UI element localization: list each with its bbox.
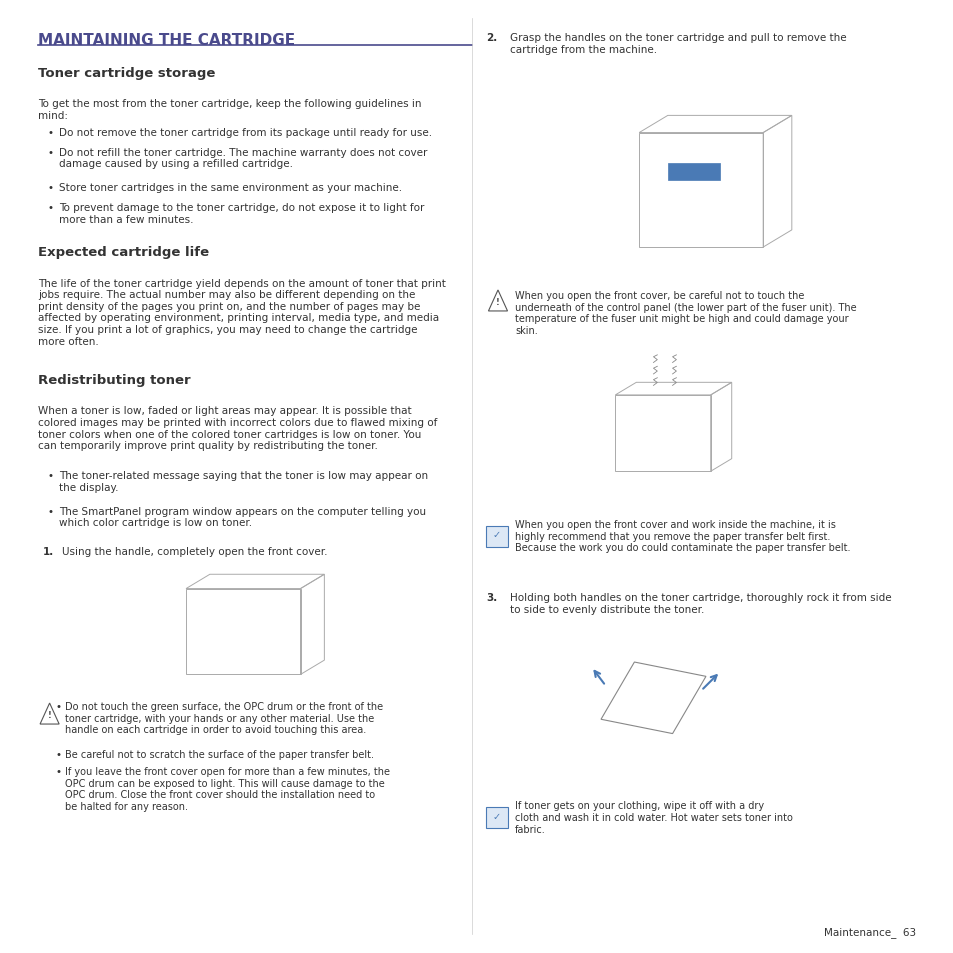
Text: 3.: 3. <box>486 593 497 602</box>
Text: •: • <box>48 471 53 480</box>
Text: Do not remove the toner cartridge from its package until ready for use.: Do not remove the toner cartridge from i… <box>59 128 432 137</box>
Text: Using the handle, completely open the front cover.: Using the handle, completely open the fr… <box>62 546 327 556</box>
Text: Maintenance_  63: Maintenance_ 63 <box>822 926 915 937</box>
Text: Store toner cartridges in the same environment as your machine.: Store toner cartridges in the same envir… <box>59 183 402 193</box>
Text: To prevent damage to the toner cartridge, do not expose it to light for
more tha: To prevent damage to the toner cartridge… <box>59 203 424 225</box>
Text: The toner-related message saying that the toner is low may appear on
the display: The toner-related message saying that th… <box>59 471 428 493</box>
Text: !: ! <box>496 297 499 307</box>
Text: 2.: 2. <box>486 33 497 43</box>
Text: ✓: ✓ <box>493 811 500 821</box>
Text: Holding both handles on the toner cartridge, thoroughly rock it from side
to sid: Holding both handles on the toner cartri… <box>510 593 891 615</box>
Polygon shape <box>40 703 59 724</box>
Text: Do not refill the toner cartridge. The machine warranty does not cover
damage ca: Do not refill the toner cartridge. The m… <box>59 148 427 170</box>
Text: !: ! <box>48 710 51 720</box>
Text: Be careful not to scratch the surface of the paper transfer belt.: Be careful not to scratch the surface of… <box>65 749 374 759</box>
FancyBboxPatch shape <box>485 807 508 828</box>
FancyBboxPatch shape <box>485 526 508 547</box>
Polygon shape <box>667 164 720 181</box>
Text: Toner cartridge storage: Toner cartridge storage <box>38 67 215 80</box>
Text: •: • <box>55 766 61 776</box>
Text: If you leave the front cover open for more than a few minutes, the
OPC drum can : If you leave the front cover open for mo… <box>65 766 390 811</box>
Text: •: • <box>55 749 61 759</box>
Text: When a toner is low, faded or light areas may appear. It is possible that
colore: When a toner is low, faded or light area… <box>38 406 437 451</box>
Text: The SmartPanel program window appears on the computer telling you
which color ca: The SmartPanel program window appears on… <box>59 506 426 528</box>
Text: The life of the toner cartridge yield depends on the amount of toner that print
: The life of the toner cartridge yield de… <box>38 278 446 346</box>
Text: 1.: 1. <box>43 546 54 556</box>
Text: •: • <box>48 183 53 193</box>
Text: MAINTAINING THE CARTRIDGE: MAINTAINING THE CARTRIDGE <box>38 33 295 49</box>
Text: Do not touch the green surface, the OPC drum or the front of the
toner cartridge: Do not touch the green surface, the OPC … <box>65 701 382 735</box>
Text: •: • <box>55 701 61 711</box>
Text: Grasp the handles on the toner cartridge and pull to remove the
cartridge from t: Grasp the handles on the toner cartridge… <box>510 33 846 55</box>
Polygon shape <box>488 291 507 312</box>
Text: If toner gets on your clothing, wipe it off with a dry
cloth and wash it in cold: If toner gets on your clothing, wipe it … <box>515 801 792 834</box>
Text: •: • <box>48 203 53 213</box>
Text: Redistributing toner: Redistributing toner <box>38 374 191 387</box>
Text: Expected cartridge life: Expected cartridge life <box>38 246 209 259</box>
Text: When you open the front cover, be careful not to touch the
underneath of the con: When you open the front cover, be carefu… <box>515 291 856 335</box>
Text: When you open the front cover and work inside the machine, it is
highly recommen: When you open the front cover and work i… <box>515 519 850 553</box>
Text: •: • <box>48 506 53 516</box>
Text: •: • <box>48 148 53 157</box>
Text: To get the most from the toner cartridge, keep the following guidelines in
mind:: To get the most from the toner cartridge… <box>38 99 421 121</box>
Text: •: • <box>48 128 53 137</box>
Text: ✓: ✓ <box>493 530 500 539</box>
